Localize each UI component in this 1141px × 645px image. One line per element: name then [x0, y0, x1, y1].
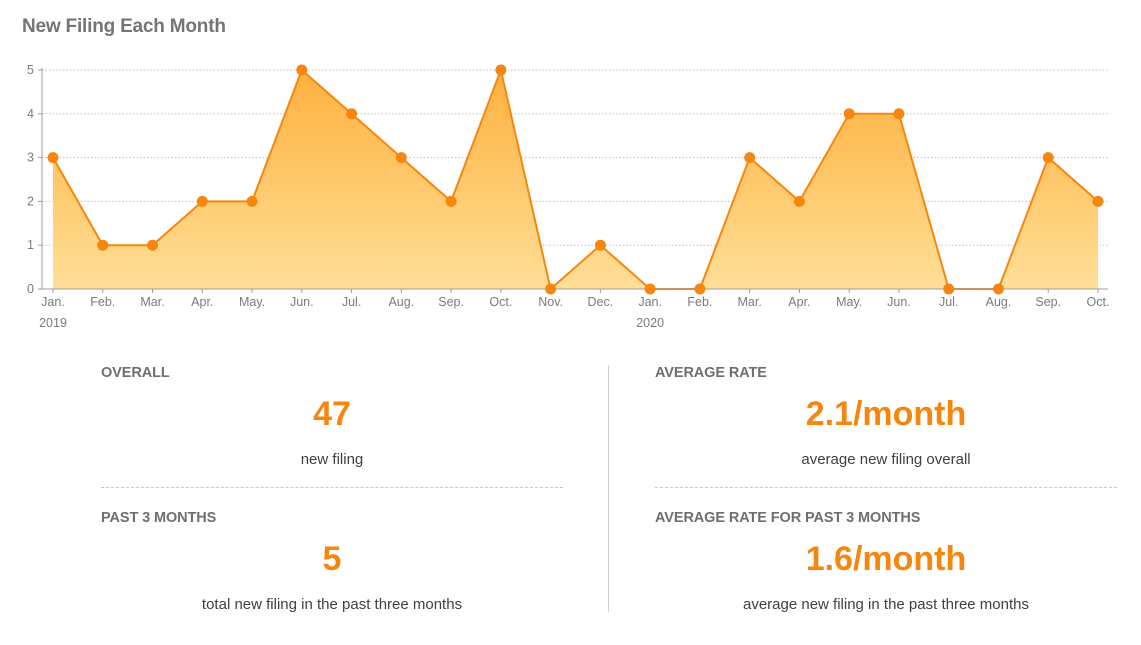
average-rate-caption: average new filing overall — [801, 451, 971, 468]
x-tick-label: Jan. — [638, 295, 662, 309]
x-tick-label: May. — [836, 295, 862, 309]
x-tick-label: Dec. — [588, 295, 614, 309]
chart-title: New Filing Each Month — [22, 16, 226, 37]
x-tick-label: Jul. — [939, 295, 958, 309]
average-rate-3-months-caption: average new filing in the past three mon… — [742, 596, 1029, 613]
y-tick-label: 0 — [27, 282, 34, 296]
data-point[interactable] — [97, 239, 109, 251]
grid-lines — [42, 69, 1108, 246]
data-point[interactable] — [296, 64, 308, 76]
x-tick-label: Sep. — [438, 295, 464, 309]
x-tick-label: Oct. — [489, 295, 512, 309]
data-point[interactable] — [246, 195, 258, 207]
x-tick-label: May. — [239, 295, 265, 309]
x-tick-label: Mar. — [738, 295, 762, 309]
data-points — [47, 64, 1104, 295]
data-point[interactable] — [893, 108, 905, 120]
x-year-label: 2019 — [39, 316, 67, 330]
data-point[interactable] — [594, 239, 606, 251]
past-3-months-caption: total new filing in the past three month… — [201, 596, 463, 613]
stat-divider — [101, 487, 563, 488]
new-filing-area-chart: 0 1 2 3 4 5 Jan. 2019 Feb. Mar. Apr. May. Jun. Jul. Au… — [27, 63, 1109, 330]
data-point[interactable] — [694, 283, 706, 295]
y-tick-label: 5 — [27, 63, 34, 77]
x-tick-label: Jun. — [887, 295, 911, 309]
data-point[interactable] — [744, 152, 756, 164]
data-point[interactable] — [445, 195, 457, 207]
average-rate-label: AVERAGE RATE — [655, 365, 767, 381]
average-rate-3-months-label: AVERAGE RATE FOR PAST 3 MONTHS — [655, 510, 921, 526]
x-year-label: 2020 — [636, 316, 664, 330]
x-tick-label: Oct. — [1087, 295, 1110, 309]
data-point[interactable] — [843, 108, 855, 120]
y-tick-label: 2 — [27, 194, 34, 208]
data-point[interactable] — [943, 283, 955, 295]
x-tick-label: Apr. — [191, 295, 213, 309]
data-point[interactable] — [495, 64, 507, 76]
x-tick-label: Jul. — [342, 295, 361, 309]
series-line — [52, 69, 1099, 290]
area-series — [52, 69, 1099, 290]
x-tick-label: Aug. — [388, 295, 414, 309]
x-tick-label: Apr. — [788, 295, 810, 309]
y-tick-label: 4 — [27, 107, 34, 121]
data-point[interactable] — [395, 152, 407, 164]
tick-labels: 0 1 2 3 4 5 Jan. 2019 Feb. Mar. Apr. May. Jun. Jul. Au… — [27, 63, 1109, 330]
data-point[interactable] — [1092, 195, 1104, 207]
x-tick-label: Feb. — [687, 295, 712, 309]
stats-vertical-divider — [608, 365, 609, 612]
x-tick-label: Feb. — [90, 295, 115, 309]
x-tick-label: Jan. — [41, 295, 65, 309]
past-3-months-label: PAST 3 MONTHS — [101, 510, 217, 526]
average-rate-3-months-value: 1.6/month — [805, 540, 967, 578]
data-point[interactable] — [545, 283, 557, 295]
x-tick-label: Mar. — [140, 295, 164, 309]
x-tick-label: Sep. — [1035, 295, 1061, 309]
y-tick-label: 3 — [27, 151, 34, 165]
data-point[interactable] — [992, 283, 1004, 295]
x-tick-label: Nov. — [538, 295, 563, 309]
x-tick-label: Jun. — [290, 295, 314, 309]
data-point[interactable] — [793, 195, 805, 207]
data-point[interactable] — [644, 283, 656, 295]
x-tick-label: Aug. — [986, 295, 1012, 309]
overall-caption: new filing — [300, 451, 364, 468]
stats-section: OVERALL 47 new filing PAST 3 MONTHS 5 to… — [0, 340, 1141, 640]
overall-label: OVERALL — [101, 365, 170, 381]
area-fill — [53, 70, 1098, 289]
y-tick-label: 1 — [27, 238, 34, 252]
data-point[interactable] — [47, 152, 59, 164]
data-point[interactable] — [147, 239, 159, 251]
data-point[interactable] — [1042, 152, 1054, 164]
overall-value: 47 — [313, 395, 351, 433]
stat-divider — [655, 487, 1117, 488]
data-point[interactable] — [346, 108, 358, 120]
data-point[interactable] — [196, 195, 208, 207]
past-3-months-value: 5 — [322, 540, 342, 578]
average-rate-value: 2.1/month — [805, 395, 967, 433]
